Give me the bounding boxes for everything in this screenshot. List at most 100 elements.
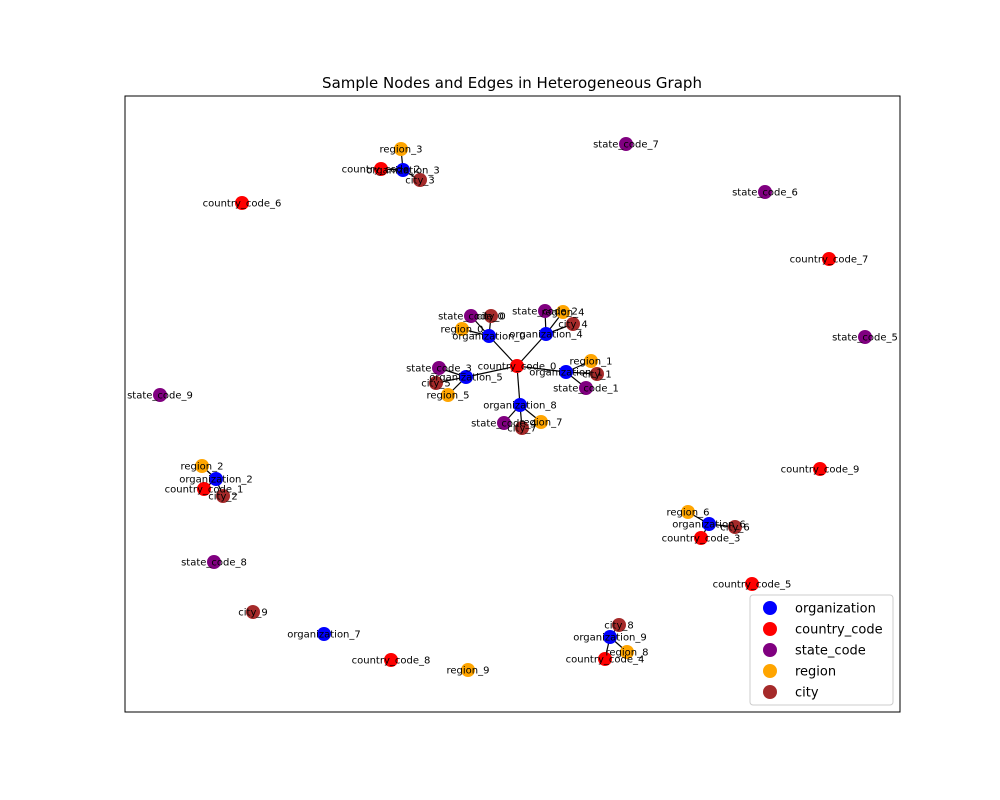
- node-label-region_7: region_7: [520, 418, 563, 429]
- node-state_code_0[interactable]: [464, 309, 478, 323]
- node-label-city_4: city_4: [558, 320, 587, 331]
- node-label-country_code_4: country_code_4: [566, 655, 645, 666]
- node-label-region_9: region_9: [447, 666, 490, 677]
- node-label-country_code_3: country_code_3: [662, 534, 741, 545]
- node-city_8[interactable]: [612, 618, 626, 632]
- node-label-organization_6: organization_6: [672, 520, 746, 531]
- legend-label-city: city: [795, 686, 819, 701]
- node-region_4[interactable]: [556, 305, 570, 319]
- node-label-state_code_0: state_code_0: [438, 312, 504, 323]
- node-label-region_2: region_2: [181, 462, 224, 473]
- node-label-organization_5: organization_5: [429, 373, 503, 384]
- chart-title: Sample Nodes and Edges in Heterogeneous …: [322, 74, 702, 92]
- node-country_code_3[interactable]: [694, 531, 708, 545]
- node-label-organization_3: organization_3: [366, 166, 440, 177]
- node-label-state_code_8: state_code_8: [181, 558, 247, 569]
- node-organization_6[interactable]: [702, 517, 716, 531]
- node-region_3[interactable]: [394, 142, 408, 156]
- node-label-state_code_3: state_code_3: [406, 364, 472, 375]
- node-country_code_9[interactable]: [813, 462, 827, 476]
- node-label-city_5: city_5: [421, 379, 450, 390]
- node-label-city_8: city_8: [604, 621, 633, 632]
- node-region_7[interactable]: [534, 415, 548, 429]
- node-label-city_9: city_9: [238, 608, 267, 619]
- node-label-country_code_1: country_code_1: [165, 485, 244, 496]
- node-state_code_8[interactable]: [207, 555, 221, 569]
- node-city_4[interactable]: [566, 317, 580, 331]
- node-region_9[interactable]: [461, 663, 475, 677]
- node-label-state_code_6: state_code_6: [732, 188, 798, 199]
- node-label-region_3: region_3: [380, 145, 423, 156]
- node-city_6[interactable]: [728, 520, 742, 534]
- node-city_2[interactable]: [216, 489, 230, 503]
- legend-marker-region: [763, 664, 777, 678]
- node-city_9[interactable]: [246, 605, 260, 619]
- node-label-organization_2: organization_2: [179, 475, 253, 486]
- node-state_code_1[interactable]: [579, 381, 593, 395]
- node-state_code_3[interactable]: [432, 361, 446, 375]
- node-state_code_4[interactable]: [497, 416, 511, 430]
- node-label-city_6: city_6: [720, 523, 749, 534]
- node-region_6[interactable]: [681, 505, 695, 519]
- node-state_code_2[interactable]: [538, 304, 552, 318]
- edge-organization_5-country_code_0: [465, 365, 518, 378]
- legend-label-region: region: [795, 665, 836, 680]
- node-label-city_0: city_0: [476, 312, 505, 323]
- node-organization_1[interactable]: [559, 365, 573, 379]
- node-label-state_code_1: state_code_1: [553, 384, 619, 395]
- node-label-region_6: region_6: [667, 508, 710, 519]
- node-label-country_code_5: country_code_5: [713, 580, 792, 591]
- node-country_code_1[interactable]: [197, 482, 211, 496]
- edge-organization_4-country_code_0: [516, 333, 547, 367]
- node-label-region_1: region_1: [570, 357, 613, 368]
- node-region_8[interactable]: [620, 645, 634, 659]
- node-country_code_2[interactable]: [374, 162, 388, 176]
- node-organization_9[interactable]: [603, 630, 617, 644]
- node-state_code_6[interactable]: [758, 185, 772, 199]
- node-organization_4[interactable]: [539, 327, 553, 341]
- node-organization_8[interactable]: [513, 398, 527, 412]
- node-country_code_6[interactable]: [235, 196, 249, 210]
- nodes-layer: [153, 137, 872, 677]
- node-organization_5[interactable]: [459, 370, 473, 384]
- node-city_3[interactable]: [413, 173, 427, 187]
- node-label-country_code_9: country_code_9: [781, 465, 860, 476]
- node-region_0[interactable]: [455, 322, 469, 336]
- node-label-organization_4: organization_4: [509, 330, 583, 341]
- node-label-country_code_7: country_code_7: [790, 255, 869, 266]
- node-city_5[interactable]: [429, 376, 443, 390]
- node-label-city_2: city_2: [208, 492, 237, 503]
- node-label-country_code_2: country_code_2: [342, 165, 421, 176]
- legend-marker-country_code: [763, 622, 777, 636]
- node-state_code_9[interactable]: [153, 388, 167, 402]
- node-city_0[interactable]: [484, 309, 498, 323]
- node-state_code_5[interactable]: [858, 330, 872, 344]
- node-organization_7[interactable]: [317, 627, 331, 641]
- node-label-city_3: city_3: [405, 176, 434, 187]
- legend-marker-state_code: [763, 643, 777, 657]
- legend-marker-city: [763, 685, 777, 699]
- node-country_code_5[interactable]: [745, 577, 759, 591]
- node-label-organization_9: organization_9: [573, 633, 647, 644]
- legend-marker-organization: [763, 601, 777, 615]
- legend: organization country_code state_coderegion…: [749, 594, 894, 706]
- node-label-state_code_9: state_code_9: [127, 391, 193, 402]
- node-label-organization_7: organization_7: [287, 630, 361, 641]
- node-city_7[interactable]: [515, 421, 529, 435]
- node-country_code_4[interactable]: [598, 652, 612, 666]
- node-organization_2[interactable]: [209, 472, 223, 486]
- node-state_code_7[interactable]: [619, 137, 633, 151]
- node-organization_0[interactable]: [482, 329, 496, 343]
- node-country_code_7[interactable]: [822, 252, 836, 266]
- node-label-organization_0: organization_0: [452, 332, 526, 343]
- node-label-state_code_5: state_code_5: [832, 333, 898, 344]
- node-label-country_code_0: country_code_0: [478, 362, 557, 373]
- node-organization_3[interactable]: [396, 163, 410, 177]
- node-city_1[interactable]: [590, 367, 604, 381]
- node-region_5[interactable]: [441, 388, 455, 402]
- node-country_code_8[interactable]: [384, 653, 398, 667]
- node-region_1[interactable]: [584, 354, 598, 368]
- node-country_code_0[interactable]: [510, 359, 524, 373]
- node-region_2[interactable]: [195, 459, 209, 473]
